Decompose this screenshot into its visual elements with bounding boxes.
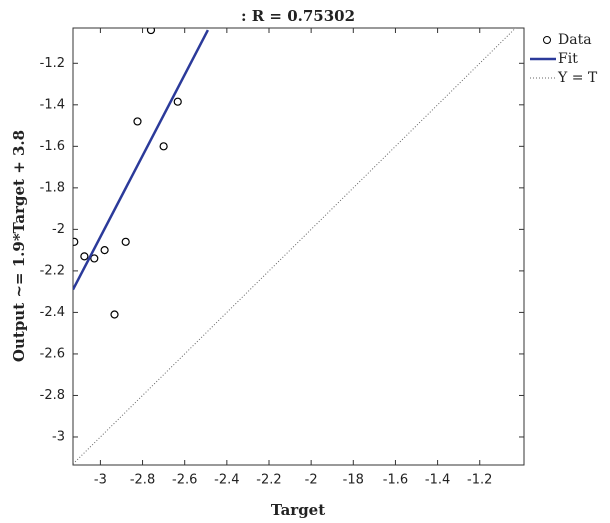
chart-title: : R = 0.75302 bbox=[241, 7, 355, 25]
x-tick-label: -2.2 bbox=[256, 473, 281, 488]
y-tick-label: -1.6 bbox=[40, 139, 65, 154]
y-tick-label: -2.4 bbox=[40, 305, 65, 320]
y-tick-label: -1.8 bbox=[40, 180, 65, 195]
x-tick-label: -18 bbox=[343, 473, 364, 488]
data-point bbox=[173, 97, 182, 106]
y-tick-label: -1.4 bbox=[40, 97, 65, 112]
plot-frame bbox=[72, 27, 525, 466]
data-point bbox=[80, 252, 89, 261]
data-point bbox=[110, 310, 119, 319]
y-tick-label: -2 bbox=[52, 222, 65, 237]
data-point bbox=[121, 237, 130, 246]
x-tick-label: -2.4 bbox=[214, 473, 239, 488]
y-axis-label: Output ~= 1.9*Target + 3.8 bbox=[10, 130, 28, 362]
identity-line bbox=[73, 28, 517, 465]
data-point bbox=[73, 237, 79, 246]
x-tick-label: -2.6 bbox=[172, 473, 197, 488]
plot-area bbox=[73, 28, 517, 465]
legend-marker bbox=[543, 36, 551, 44]
x-tick-label: -2.8 bbox=[130, 473, 155, 488]
legend: Data Fit Y = T bbox=[530, 32, 598, 86]
x-tick-label: -2 bbox=[305, 473, 318, 488]
data-point bbox=[133, 117, 142, 126]
data-point bbox=[146, 28, 156, 35]
legend-label: Y = T bbox=[557, 70, 598, 86]
legend-label: Fit bbox=[558, 51, 578, 67]
fit-line bbox=[73, 29, 209, 291]
y-tick-label: -2.8 bbox=[40, 388, 65, 403]
legend-label: Data bbox=[558, 32, 592, 48]
x-tick-label: -1.6 bbox=[383, 473, 408, 488]
x-axis-label: Target bbox=[271, 501, 325, 519]
x-tick-label: -1.2 bbox=[467, 473, 492, 488]
data-point bbox=[159, 142, 168, 151]
x-tick-label: -3 bbox=[94, 473, 107, 488]
y-tick-label: -3 bbox=[52, 429, 65, 444]
y-tick-label: -2.2 bbox=[40, 263, 65, 278]
y-tick-label: -1.2 bbox=[40, 56, 65, 71]
y-tick-label: -2.6 bbox=[40, 346, 65, 361]
data-point bbox=[100, 246, 109, 255]
data-point bbox=[90, 254, 99, 263]
x-tick-label: -1.4 bbox=[425, 473, 450, 488]
